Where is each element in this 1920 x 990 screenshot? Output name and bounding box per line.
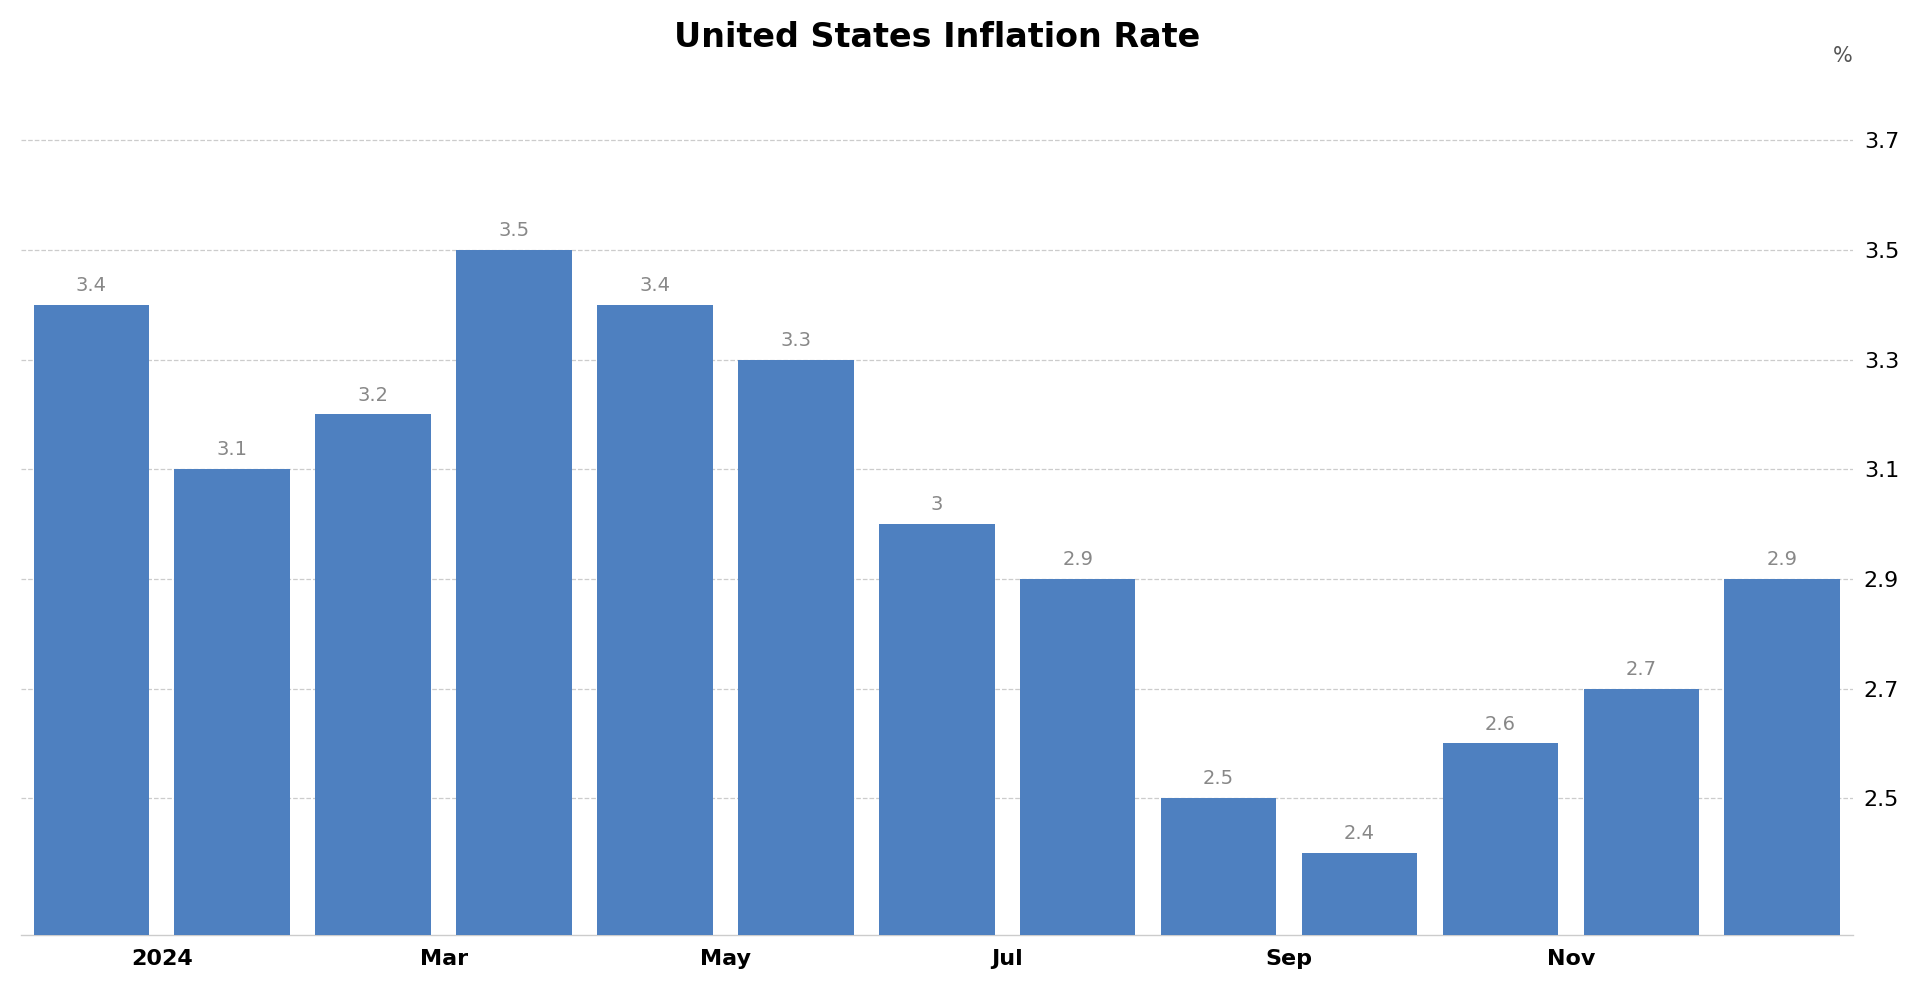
Text: 3.5: 3.5 (499, 221, 530, 241)
Text: 3.3: 3.3 (780, 331, 812, 349)
Text: 3.4: 3.4 (639, 276, 670, 295)
Text: 3.1: 3.1 (217, 441, 248, 459)
Bar (879, 524, 995, 990)
Bar (1442, 743, 1559, 990)
Text: 3: 3 (931, 495, 943, 514)
Bar (457, 250, 572, 990)
Bar (1302, 853, 1417, 990)
Title: United States Inflation Rate: United States Inflation Rate (674, 21, 1200, 53)
Bar (315, 415, 430, 990)
Bar (1724, 579, 1839, 990)
Text: 2.9: 2.9 (1766, 550, 1797, 569)
Bar (1020, 579, 1135, 990)
Text: 2.5: 2.5 (1204, 769, 1235, 788)
Text: 2.9: 2.9 (1062, 550, 1092, 569)
Bar (1162, 798, 1277, 990)
Bar (33, 305, 150, 990)
Text: 2.6: 2.6 (1484, 715, 1517, 734)
Bar (1584, 689, 1699, 990)
Text: 2.4: 2.4 (1344, 825, 1375, 843)
Bar (175, 469, 290, 990)
Text: %: % (1834, 46, 1853, 66)
Text: 2.7: 2.7 (1626, 659, 1657, 679)
Text: 3.4: 3.4 (75, 276, 108, 295)
Bar (737, 359, 854, 990)
Bar (597, 305, 712, 990)
Text: 3.2: 3.2 (357, 386, 388, 405)
